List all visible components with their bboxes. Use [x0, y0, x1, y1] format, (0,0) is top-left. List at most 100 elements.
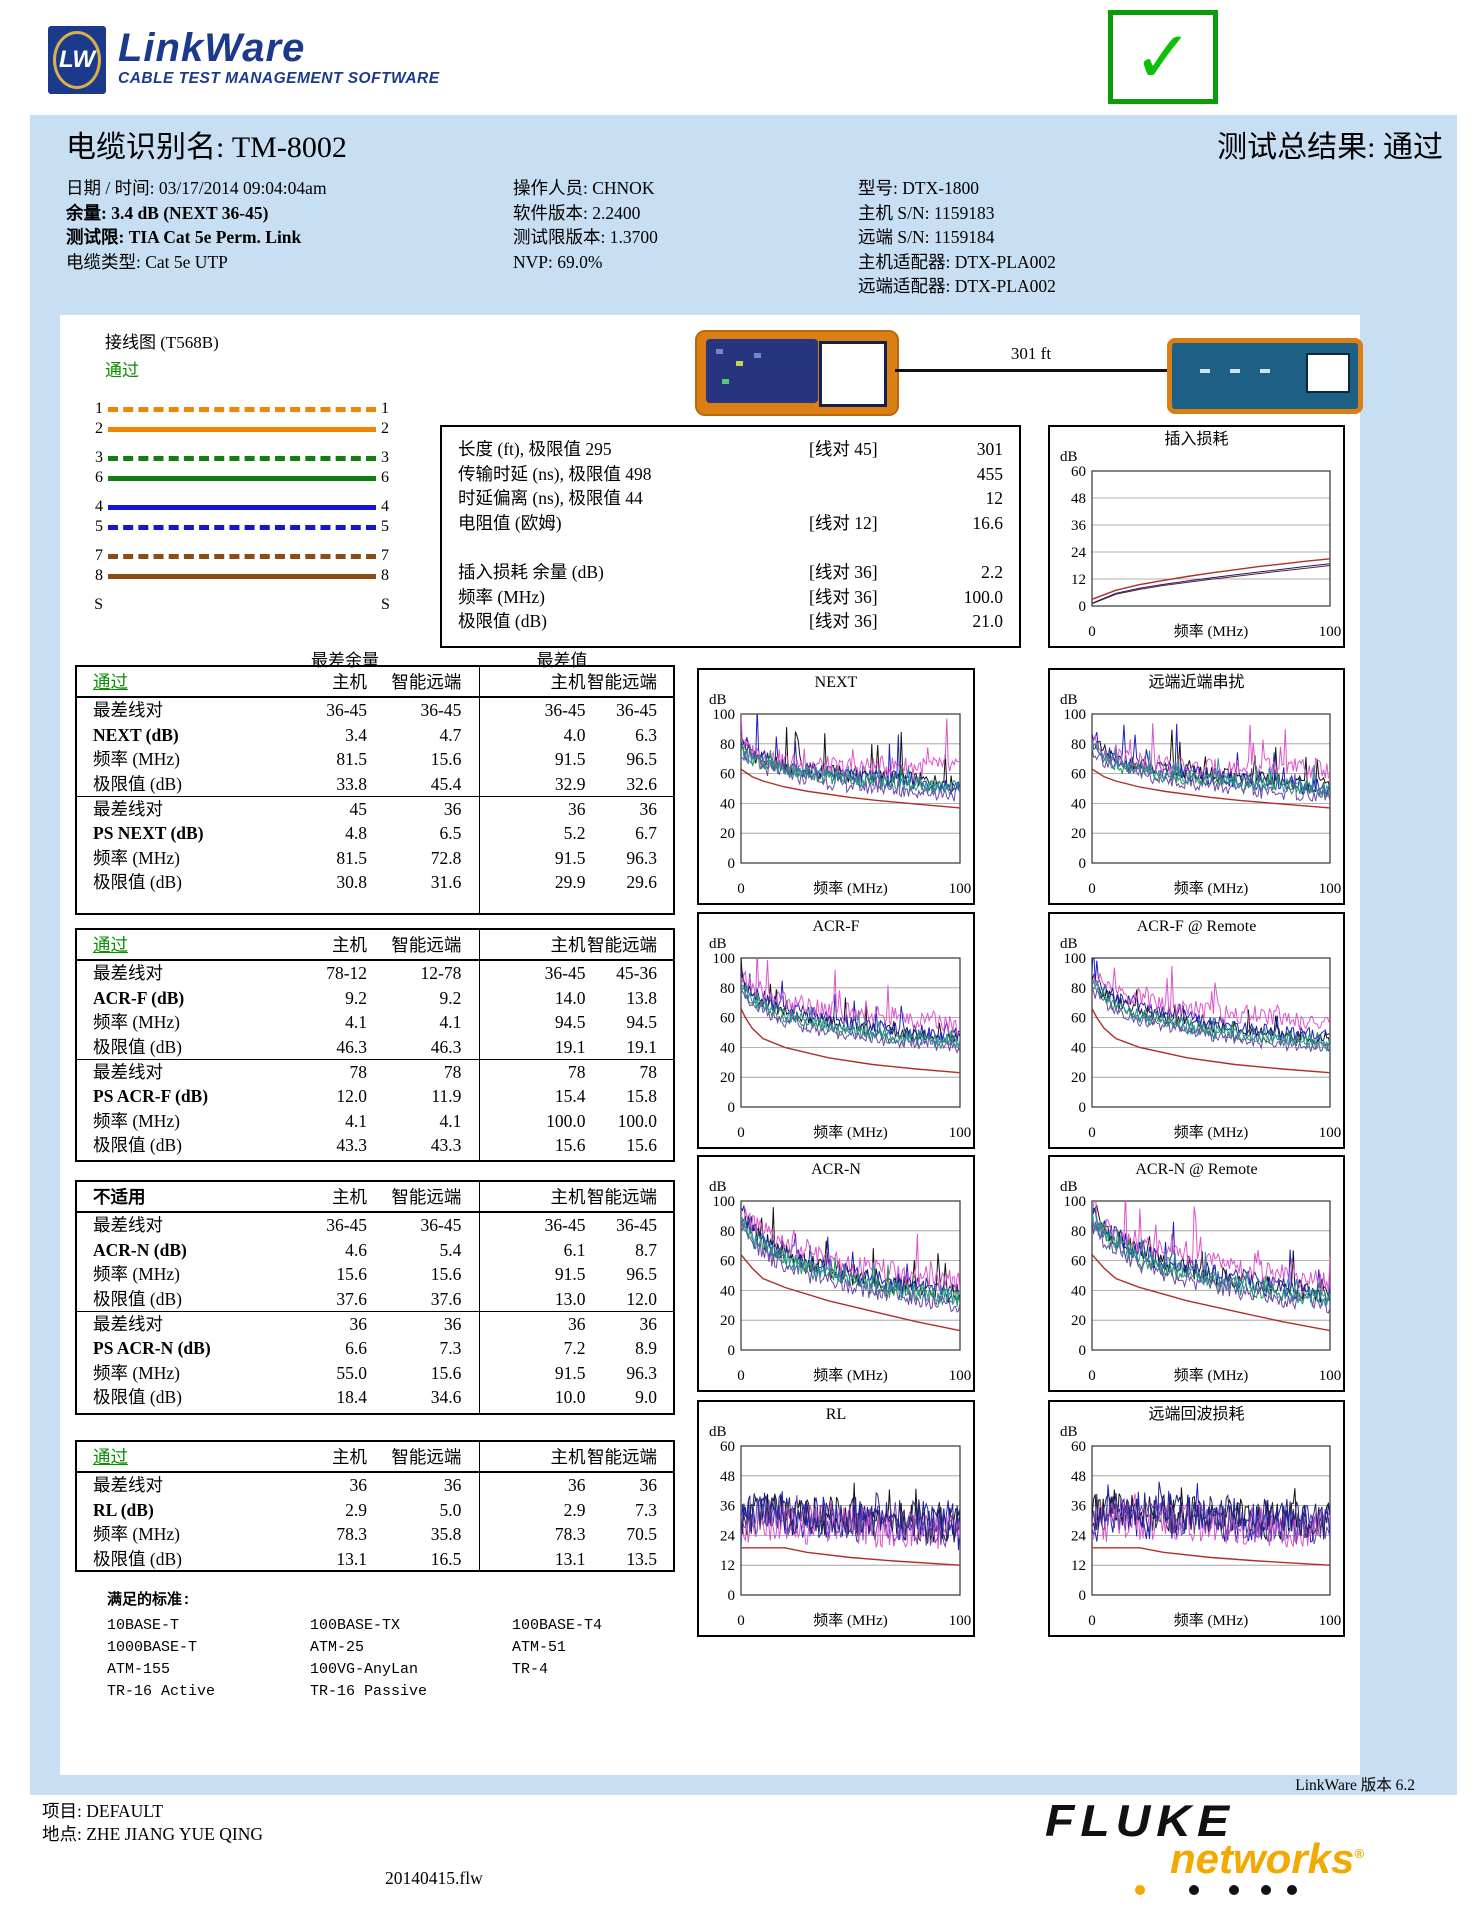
wire-right-pin: 6 [381, 469, 389, 486]
cell-value: 96.5 [626, 749, 657, 770]
svg-text:20: 20 [1071, 1070, 1086, 1086]
cell-value: 4.6 [345, 1239, 368, 1260]
cell-value: 36 [567, 799, 586, 820]
svg-text:60: 60 [720, 1011, 735, 1027]
standard-item: ATM-51 [512, 1639, 567, 1656]
col-spacer [461, 1522, 491, 1546]
cell-value: 19.1 [554, 1036, 586, 1057]
cell-value: 7.3 [635, 1499, 657, 1520]
stats-table-acrf: 通过 主机 智能远端 主机 智能远端 最差线对 78-12 12-78 36-45 45-36 AC… [75, 928, 675, 1162]
cell-value: 91.5 [554, 847, 586, 868]
table-group-divider [479, 1182, 480, 1413]
cell-value: 3.4 [345, 724, 368, 745]
svg-text:60: 60 [1071, 1011, 1086, 1027]
row-label: 极限值 (dB) [93, 1288, 182, 1309]
col-spacer [461, 1287, 491, 1311]
svg-text:0: 0 [1079, 1100, 1087, 1116]
col-spacer [461, 870, 491, 894]
cell-value: 9.2 [439, 987, 462, 1008]
col-spacer [461, 698, 491, 722]
fluke-wordmark: FLUKE [1045, 1797, 1235, 1846]
col-header-main: 主机 [332, 1187, 368, 1207]
wire-line [108, 504, 376, 510]
col-header-remote: 智能远端 [586, 672, 657, 692]
col-spacer [461, 961, 491, 985]
cell-value: 36-45 [616, 1215, 657, 1236]
svg-text:24: 24 [1071, 1528, 1087, 1544]
row-label: 频率 (MHz) [93, 749, 180, 770]
cell-value: 13.5 [626, 1548, 657, 1569]
stats-table-acrn: 不适用 主机 智能远端 主机 智能远端 最差线对 36-45 36-45 36-45 36-45 A… [75, 1180, 675, 1415]
row-label: PS ACR-N (dB) [93, 1338, 211, 1359]
stats-table-rl: 通过 主机 智能远端 主机 智能远端 最差线对 36 36 36 36 RL (dB) 2.9 5.0 2… [75, 1440, 675, 1572]
svg-text:100: 100 [949, 1368, 972, 1384]
table-row: 最差线对 78 78 78 78 [77, 1060, 673, 1084]
linkware-version: LinkWare 版本 6.2 [1295, 1777, 1415, 1794]
info-column-left: 日期 / 时间: 03/17/2014 09:04:04am 余量: 3.4 dB… [66, 176, 327, 274]
cell-value: 43.3 [430, 1135, 462, 1156]
info-line: 测试限版本: 1.3700 [513, 227, 658, 247]
cell-value: 12.0 [626, 1288, 657, 1309]
col-header-main: 主机 [550, 1447, 586, 1467]
svg-text:ACR-N @ Remote: ACR-N @ Remote [1135, 1161, 1257, 1178]
col-spacer [461, 1262, 491, 1286]
cell-value: 96.5 [626, 1264, 657, 1285]
cell-value: 10.0 [554, 1387, 586, 1408]
cell-value: 12.0 [336, 1086, 368, 1107]
measurement-pair [809, 462, 937, 487]
lw-badge-text: LW [59, 46, 95, 73]
measurement-pair: [线对 12] [809, 512, 878, 533]
cell-value: 15.4 [554, 1086, 586, 1107]
col-spacer [461, 1336, 491, 1360]
wire-right-pin: 7 [381, 547, 389, 564]
svg-text:100: 100 [713, 1194, 736, 1210]
col-spacer [461, 821, 491, 845]
svg-text:20: 20 [1071, 1313, 1086, 1329]
svg-text:12: 12 [1071, 572, 1086, 588]
measurement-label: 极限值 (dB) [458, 611, 547, 631]
tester-face [706, 339, 818, 403]
cell-value: 78.3 [336, 1524, 368, 1545]
svg-text:0: 0 [728, 856, 736, 872]
svg-text:RL: RL [826, 1406, 846, 1423]
svg-text:80: 80 [1071, 1224, 1086, 1240]
cell-value: 6.7 [635, 823, 657, 844]
svg-text:100: 100 [1064, 707, 1087, 723]
cell-value: 32.6 [626, 773, 657, 794]
cell-value: 4.1 [439, 1012, 462, 1033]
svg-text:频率 (MHz): 频率 (MHz) [813, 1367, 888, 1384]
measurement-label: 传输时延 (ns), 极限值 498 [458, 463, 652, 484]
measurement-value: 455 [976, 463, 1003, 484]
wire-right-pin: 4 [381, 498, 389, 515]
col-spacer [461, 846, 491, 870]
measurement-value: 2.2 [981, 562, 1003, 582]
col-spacer [461, 1473, 491, 1497]
cell-value: 4.1 [345, 1110, 368, 1131]
wire-right-pin: 3 [381, 449, 389, 466]
cell-value: 78 [349, 1062, 368, 1083]
cell-value: 4.0 [563, 724, 586, 745]
col-header-main: 主机 [332, 935, 368, 955]
cell-value: 91.5 [554, 1362, 586, 1383]
info-line: 远端 S/N: 1159184 [858, 227, 995, 247]
wire-right-pin: 5 [381, 518, 389, 535]
svg-text:dB: dB [1060, 1179, 1078, 1195]
site-label: 地点: ZHE JIANG YUE QING [42, 1824, 263, 1844]
cell-value: 91.5 [554, 1264, 586, 1285]
chart-insertion-loss: 插入损耗 dB 60 48 36 24 12 0 0 100 频率 (MHz) [1048, 425, 1345, 648]
info-line: 远端适配器: DTX-PLA002 [858, 276, 1056, 296]
cell-value: 5.0 [439, 1499, 462, 1520]
measurement-row: 极限值 (dB) [线对 36] 21.0 [458, 609, 1003, 634]
table-row: 极限值 (dB) 18.4 34.6 10.0 9.0 [77, 1385, 673, 1409]
col-header-main: 主机 [550, 935, 586, 955]
svg-text:dB: dB [709, 936, 727, 952]
col-spacer [461, 772, 491, 796]
chart-far-next: 远端近端串扰 dB 100 80 60 40 20 0 0 100 频率 (MHz) [1048, 668, 1345, 905]
cell-value: 81.5 [336, 847, 368, 868]
cell-value: 8.7 [635, 1239, 657, 1260]
row-label: 最差线对 [93, 1215, 163, 1236]
cell-value: 46.3 [336, 1036, 368, 1057]
row-label: 最差线对 [93, 1314, 163, 1335]
cell-value: 15.8 [626, 1086, 657, 1107]
